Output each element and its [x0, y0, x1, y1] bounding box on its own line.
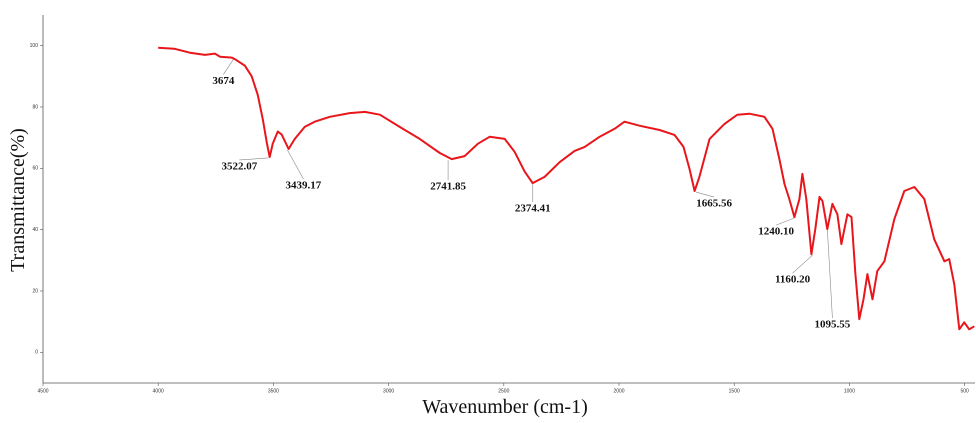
- annotation-leader: [695, 191, 715, 198]
- annotation-label: 1160.20: [775, 274, 811, 286]
- x-axis-title: Wavenumber (cm-1): [422, 396, 588, 418]
- x-tick-label: 3500: [268, 388, 279, 394]
- y-tick-label: 80: [32, 104, 38, 110]
- annotation-label: 3522.07: [221, 161, 257, 173]
- annotation-leader: [239, 157, 269, 161]
- x-tick-label: 4000: [153, 388, 164, 394]
- y-tick-label: 20: [32, 288, 38, 294]
- annotation-label: 3674: [212, 75, 235, 87]
- annotation-label: 1240.10: [758, 226, 794, 238]
- y-tick-label: 0: [35, 350, 38, 356]
- x-tick-label: 4500: [37, 388, 48, 394]
- y-tick-label: 40: [32, 227, 38, 233]
- annotation-leader: [775, 217, 795, 226]
- y-tick-label: 100: [30, 43, 39, 49]
- annotation-label: 2741.85: [430, 181, 466, 193]
- annotation-leader: [792, 254, 813, 274]
- annotation-leader: [827, 230, 833, 319]
- annotation-leader: [223, 59, 234, 75]
- annotation-label: 1665.56: [696, 198, 732, 210]
- spectrum-line: [158, 46, 975, 331]
- x-tick-label: 1000: [844, 388, 855, 394]
- annotation-label: 2374.41: [515, 203, 551, 215]
- x-tick-label: 3000: [383, 388, 394, 394]
- x-tick-label: 500: [960, 388, 969, 394]
- y-tick-label: 60: [32, 166, 38, 172]
- annotation-label: 1095.55: [815, 319, 851, 331]
- x-tick-label: 2500: [498, 388, 509, 394]
- x-tick-label: 1500: [729, 388, 740, 394]
- annotation-leader: [287, 149, 304, 180]
- x-tick-label: 2000: [613, 388, 624, 394]
- annotation-label: 3439.17: [286, 180, 322, 192]
- y-axis-title: Transmittance(%): [7, 128, 29, 272]
